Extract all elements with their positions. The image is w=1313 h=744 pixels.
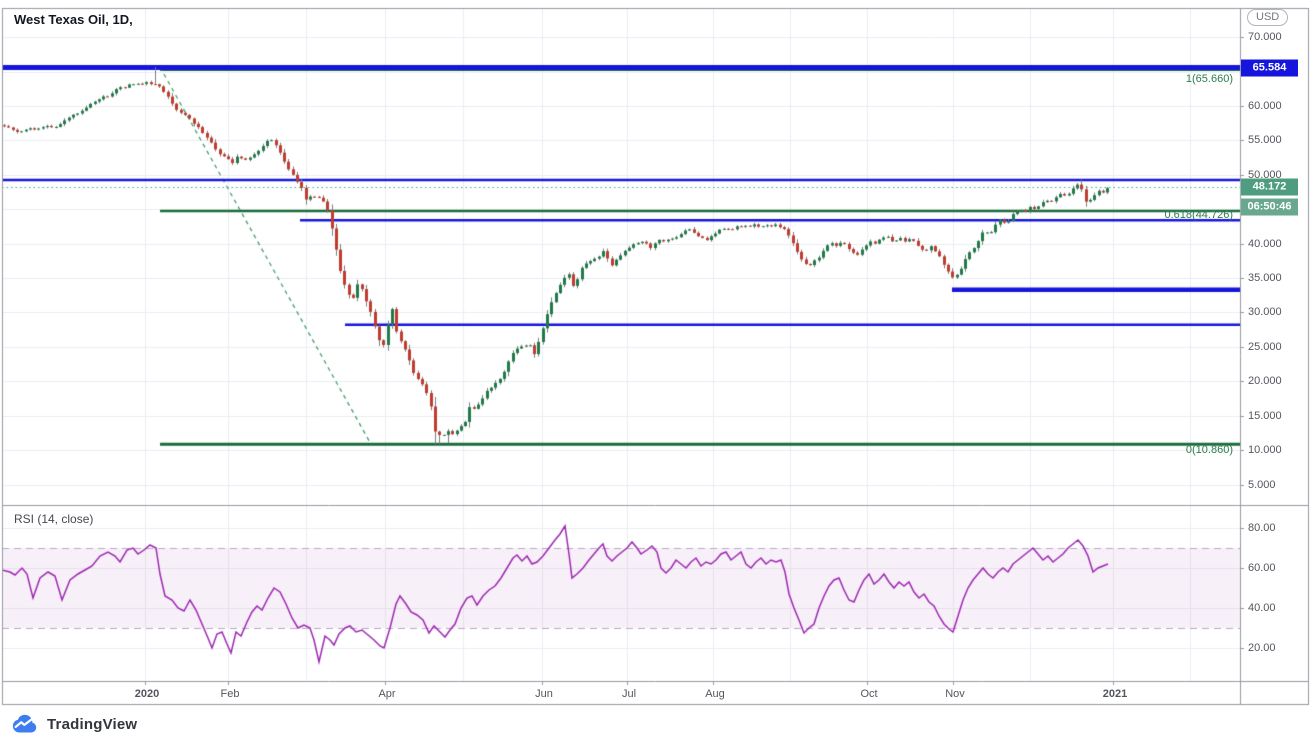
price-tick-label: 20.000: [1248, 375, 1282, 387]
fib-level-1-label: 1(65.660): [1185, 73, 1233, 86]
time-axis[interactable]: 2020 Feb Apr Jun Jul Aug Oct Nov 2021: [2, 681, 1240, 705]
brand-name: TradingView: [47, 716, 138, 733]
price-tick-label: 25.000: [1248, 341, 1282, 353]
bar-countdown-label: 06:50:46: [1241, 198, 1298, 216]
price-tick-label: 30.000: [1248, 306, 1282, 318]
last-price-label: 48.172: [1241, 178, 1298, 196]
footer-branding[interactable]: TradingView: [10, 705, 137, 744]
fib-level-0618-label: 0.618(44.726): [1164, 209, 1234, 222]
time-tick-label: 2021: [1102, 688, 1128, 700]
price-tick-label: 5.000: [1248, 479, 1276, 491]
time-tick-label: Jul: [621, 688, 637, 700]
rsi-tick-label: 60.00: [1248, 562, 1276, 574]
time-tick-label: Oct: [860, 688, 878, 700]
price-tick-label: 55.000: [1248, 134, 1282, 146]
symbol-title[interactable]: West Texas Oil, 1D,: [14, 12, 133, 27]
time-tick-label: 2020: [134, 688, 160, 700]
time-tick-label: Apr: [378, 688, 396, 700]
price-tick-label: 60.000: [1248, 100, 1282, 112]
currency-badge: USD: [1247, 9, 1289, 26]
tradingview-logo-icon: [10, 714, 40, 735]
price-tick-label: 15.000: [1248, 410, 1282, 422]
time-tick-label: Aug: [705, 688, 725, 700]
alert-price-label: 65.584: [1241, 59, 1298, 77]
price-axis[interactable]: [1240, 8, 1309, 705]
rsi-tick-label: 80.00: [1248, 522, 1276, 534]
price-tick-label: 50.000: [1248, 169, 1282, 181]
rsi-tick-label: 20.00: [1248, 642, 1276, 654]
rsi-indicator-label[interactable]: RSI (14, close): [14, 512, 94, 526]
rsi-tick-label: 40.00: [1248, 602, 1276, 614]
fib-level-0-label: 0(10.860): [1185, 444, 1233, 457]
time-tick-label: Jun: [535, 688, 553, 700]
price-tick-label: 10.000: [1248, 444, 1282, 456]
price-tick-label: 70.000: [1248, 31, 1282, 43]
time-tick-label: Nov: [945, 688, 965, 700]
price-tick-label: 40.000: [1248, 238, 1282, 250]
price-tick-label: 35.000: [1248, 272, 1282, 284]
time-tick-label: Feb: [220, 688, 240, 700]
